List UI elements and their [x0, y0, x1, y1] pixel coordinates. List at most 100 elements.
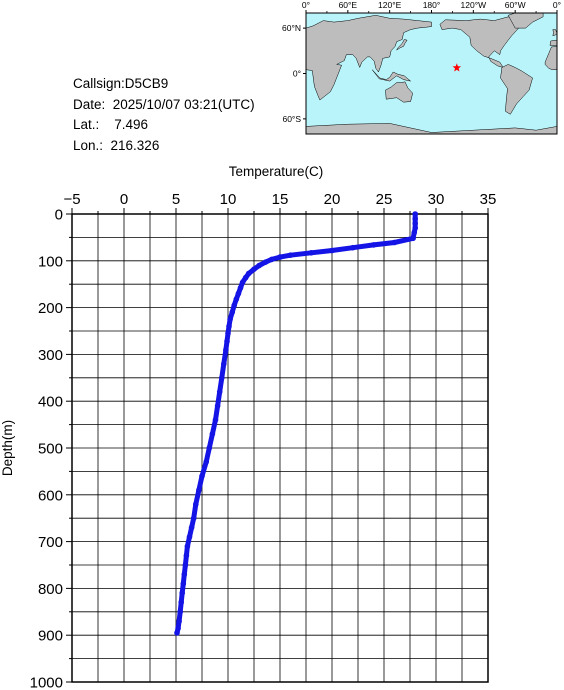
data-point — [412, 220, 419, 227]
x-tick-label: 35 — [480, 191, 497, 208]
data-point — [412, 211, 419, 217]
data-point — [180, 580, 187, 587]
y-axis-title: Depth(m) — [0, 420, 15, 476]
data-point — [174, 630, 180, 636]
y-tick-label: 600 — [38, 487, 63, 504]
data-point — [176, 618, 182, 624]
data-point — [182, 562, 189, 568]
y-tick-label: 200 — [38, 300, 63, 317]
data-point — [237, 285, 244, 291]
data-point — [308, 250, 315, 256]
data-point — [179, 590, 185, 596]
map-lat-label: 60°N — [282, 23, 301, 33]
map-lon-label: 120°W — [461, 0, 487, 10]
data-point — [219, 375, 225, 381]
data-point — [410, 235, 416, 242]
data-point — [225, 330, 231, 337]
data-point — [193, 501, 199, 508]
data-point — [177, 609, 183, 615]
y-tick-label: 1000 — [30, 675, 63, 690]
data-point — [184, 543, 191, 550]
data-point — [181, 571, 188, 578]
australia-land — [385, 81, 413, 103]
data-point — [196, 487, 202, 493]
north-america-land — [439, 16, 519, 68]
map-lon-label: 0° — [553, 0, 561, 10]
station-info: Callsign:D5CB9 Date: 2025/10/07 03:21(UT… — [73, 74, 255, 156]
iberia-land — [549, 39, 558, 46]
y-tick-label: 300 — [38, 347, 63, 364]
data-point — [287, 252, 294, 258]
x-tick-label: 30 — [428, 191, 445, 208]
longitude-text: Lon.: 216.326 — [73, 137, 160, 153]
x-tick-label: 10 — [220, 191, 237, 208]
data-point — [186, 534, 193, 540]
data-point — [277, 254, 283, 260]
data-point — [412, 225, 419, 231]
japan-land — [396, 39, 408, 51]
data-point — [411, 229, 418, 236]
data-point — [221, 361, 227, 367]
data-point — [212, 417, 219, 423]
data-point — [183, 552, 190, 559]
date-text: Date: 2025/10/07 03:21(UTC) — [73, 96, 255, 112]
callsign-text: Callsign:D5CB9 — [73, 76, 169, 91]
uk-land — [552, 29, 558, 37]
eurasia-africa-land — [305, 15, 432, 101]
data-point — [209, 431, 216, 437]
data-point — [227, 316, 233, 323]
y-tick-label: 400 — [38, 394, 63, 411]
x-tick-label: 15 — [272, 191, 289, 208]
map-lon-label: 60°W — [505, 0, 526, 10]
map-lon-label: 180° — [423, 0, 441, 10]
y-tick-label: 500 — [38, 441, 63, 458]
data-point — [251, 266, 257, 273]
data-point — [350, 244, 356, 251]
data-point — [229, 309, 235, 316]
x-tick-label: 5 — [172, 191, 180, 208]
map-lon-label: 60°E — [339, 0, 358, 10]
greenland-land — [507, 12, 544, 29]
y-tick-label: 800 — [38, 581, 63, 598]
data-point — [178, 599, 184, 606]
latitude-text: Lat.: 7.496 — [73, 117, 149, 132]
data-point — [206, 445, 213, 451]
data-point — [175, 625, 181, 631]
data-point — [216, 389, 223, 395]
indonesia-land — [372, 69, 411, 82]
x-tick-label: 0 — [120, 191, 128, 208]
temperature-profile-line — [174, 211, 418, 636]
y-tick-label: 100 — [38, 253, 63, 270]
data-point — [391, 239, 398, 246]
y-tick-label: 900 — [38, 628, 63, 645]
data-point — [231, 302, 237, 309]
map-lon-label: 0° — [302, 0, 310, 10]
data-point — [268, 256, 275, 263]
x-tick-label: 25 — [376, 191, 393, 208]
star-icon — [452, 63, 462, 72]
data-point — [329, 247, 335, 254]
data-point — [190, 515, 197, 521]
map-lat-label: 0° — [293, 69, 301, 79]
data-point — [235, 290, 242, 297]
data-point — [370, 242, 377, 248]
south-america-land — [500, 64, 533, 115]
data-point — [246, 270, 252, 277]
x-axis-title: Temperature(C) — [229, 164, 324, 179]
data-point — [239, 279, 246, 286]
x-tick-label: −5 — [63, 191, 80, 208]
y-tick-label: 700 — [38, 534, 63, 551]
data-point — [262, 259, 269, 266]
y-tick-label: 0 — [55, 207, 63, 224]
data-point — [256, 262, 263, 269]
data-point — [199, 473, 205, 479]
data-point — [242, 274, 249, 281]
data-point — [203, 459, 209, 465]
data-point — [188, 524, 195, 531]
x-tick-label: 20 — [324, 191, 341, 208]
data-point — [223, 346, 229, 353]
data-point — [226, 323, 232, 330]
data-point — [214, 403, 221, 409]
